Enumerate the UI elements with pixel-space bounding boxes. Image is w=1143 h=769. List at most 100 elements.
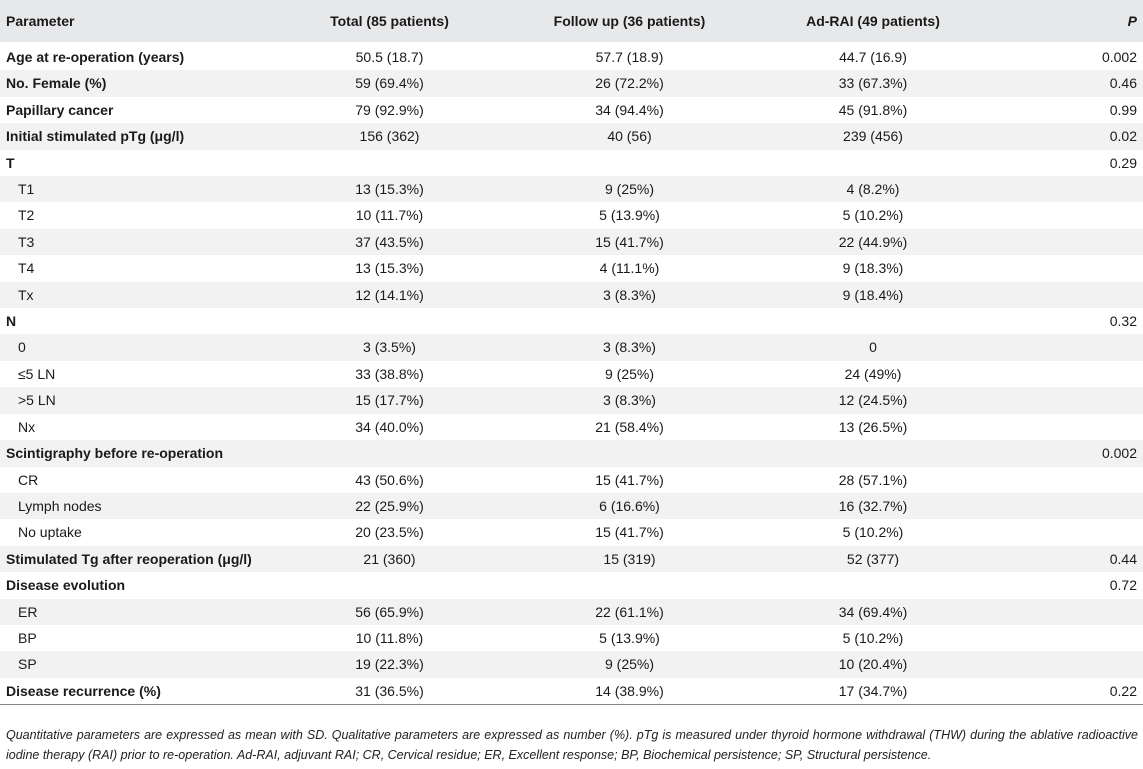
header-row: Parameter Total (85 patients) Follow up … xyxy=(0,0,1143,42)
row-label: T3 xyxy=(18,233,35,250)
cell-follow-up: 9 (25%) xyxy=(604,181,655,198)
row-label: N xyxy=(6,313,17,330)
cell-total: 59 (69.4%) xyxy=(355,75,424,92)
table-row: Age at re-operation (years) 50.5 (18.7) … xyxy=(0,42,1143,70)
cell-p xyxy=(998,519,1143,545)
header-ad-rai: Ad-RAI (49 patients) xyxy=(806,13,940,29)
cell-total xyxy=(268,150,511,176)
cell-ad-rai: 10 (20.4%) xyxy=(838,656,908,673)
table-row: BP 10 (11.8%) 5 (13.9%) 5 (10.2%) xyxy=(0,625,1143,651)
cell-p: 0.32 xyxy=(1109,313,1137,330)
table-row: Lymph nodes 22 (25.9%) 6 (16.6%) 16 (32.… xyxy=(0,492,1143,520)
row-label: SP xyxy=(18,656,37,673)
results-table: Parameter Total (85 patients) Follow up … xyxy=(0,0,1143,706)
row-label: Stimulated Tg after reoperation (μg/l) xyxy=(6,550,252,567)
cell-total xyxy=(268,308,511,334)
table-row: No uptake 20 (23.5%) 15 (41.7%) 5 (10.2%… xyxy=(0,519,1143,545)
cell-follow-up: 15 (41.7%) xyxy=(595,471,664,488)
table-row: No. Female (%) 59 (69.4%) 26 (72.2%) 33 … xyxy=(0,70,1143,97)
cell-ad-rai: 0 xyxy=(869,339,877,356)
cell-ad-rai xyxy=(748,572,998,598)
cell-p xyxy=(998,202,1143,228)
row-label: Disease recurrence (%) xyxy=(0,677,268,706)
cell-ad-rai: 9 (18.4%) xyxy=(842,286,904,303)
cell-total: 34 (40.0%) xyxy=(355,418,424,435)
header-follow-up: Follow up (36 patients) xyxy=(553,13,706,29)
row-label: Initial stimulated pTg (μg/l) xyxy=(6,128,185,145)
cell-total: 13 (15.3%) xyxy=(355,260,424,277)
table-row: Initial stimulated pTg (μg/l) 156 (362) … xyxy=(0,123,1143,150)
cell-total: 20 (23.5%) xyxy=(355,524,424,541)
cell-ad-rai: 16 (32.7%) xyxy=(838,497,908,514)
cell-total: 21 (360) xyxy=(363,550,416,567)
cell-follow-up: 4 (11.1%) xyxy=(599,260,660,277)
cell-follow-up: 6 (16.6%) xyxy=(599,497,660,514)
cell-total: 12 (14.1%) xyxy=(355,286,424,303)
cell-total: 10 (11.7%) xyxy=(355,207,424,224)
row-label: ER xyxy=(18,603,38,620)
cell-follow-up: 3 (8.3%) xyxy=(603,392,656,409)
cell-ad-rai: 44.7 (16.9) xyxy=(839,49,907,65)
cell-total: 3 (3.5%) xyxy=(363,339,416,356)
table-row: CR 43 (50.6%) 15 (41.7%) 28 (57.1%) xyxy=(0,467,1143,493)
cell-total: 22 (25.9%) xyxy=(355,497,424,514)
table-footnote: Quantitative parameters are expressed as… xyxy=(6,728,1138,762)
cell-total: 50.5 (18.7) xyxy=(355,49,424,65)
cell-total: 33 (38.8%) xyxy=(355,365,424,382)
table-row: 0 3 (3.5%) 3 (8.3%) 0 xyxy=(0,334,1143,361)
cell-p xyxy=(998,493,1143,519)
cell-ad-rai: 24 (49%) xyxy=(844,365,902,382)
cell-ad-rai: 13 (26.5%) xyxy=(838,418,908,435)
cell-p: 0.99 xyxy=(1109,101,1137,118)
cell-ad-rai: 34 (69.4%) xyxy=(838,603,908,620)
cell-p xyxy=(998,255,1143,281)
cell-ad-rai: 17 (34.7%) xyxy=(748,677,998,706)
cell-ad-rai: 52 (377) xyxy=(846,550,900,567)
table-row: T3 37 (43.5%) 15 (41.7%) 22 (44.9%) xyxy=(0,228,1143,256)
row-label: T xyxy=(6,154,15,171)
cell-total: 10 (11.8%) xyxy=(355,629,424,646)
row-label: T2 xyxy=(18,207,35,224)
cell-total: 56 (65.9%) xyxy=(355,603,424,620)
row-label: Lymph nodes xyxy=(18,497,102,514)
header-total: Total (85 patients) xyxy=(330,13,449,29)
table-row: Stimulated Tg after reoperation (μg/l) 2… xyxy=(0,545,1143,573)
table-row: Scintigraphy before re-operation 0.002 xyxy=(0,440,1143,467)
cell-total: 13 (15.3%) xyxy=(355,181,424,198)
table-row: T4 13 (15.3%) 4 (11.1%) 9 (18.3%) xyxy=(0,255,1143,281)
cell-p: 0.002 xyxy=(1101,49,1137,65)
cell-ad-rai: 4 (8.2%) xyxy=(846,181,900,198)
cell-follow-up: 40 (56) xyxy=(607,128,652,145)
cell-p xyxy=(998,625,1143,651)
cell-ad-rai: 45 (91.8%) xyxy=(838,101,908,118)
cell-total: 37 (43.5%) xyxy=(355,233,424,250)
cell-ad-rai: 5 (10.2%) xyxy=(842,629,904,646)
row-label: ≤5 LN xyxy=(18,365,56,382)
table-row: T1 13 (15.3%) 9 (25%) 4 (8.2%) xyxy=(0,176,1143,203)
table-row: ER 56 (65.9%) 22 (61.1%) 34 (69.4%) xyxy=(0,598,1143,625)
cell-p xyxy=(998,599,1143,625)
header-p: P xyxy=(1127,13,1137,29)
cell-ad-rai: 22 (44.9%) xyxy=(838,233,908,250)
cell-ad-rai: 33 (67.3%) xyxy=(838,75,908,92)
cell-ad-rai: 28 (57.1%) xyxy=(838,471,908,488)
cell-follow-up: 5 (13.9%) xyxy=(599,207,660,224)
row-label: T4 xyxy=(18,260,35,277)
cell-ad-rai: 9 (18.3%) xyxy=(842,260,904,277)
cell-follow-up: 15 (319) xyxy=(603,550,656,567)
cell-p xyxy=(998,414,1143,440)
cell-follow-up: 15 (41.7%) xyxy=(595,524,664,541)
cell-total: 156 (362) xyxy=(359,128,420,145)
cell-p xyxy=(998,387,1143,413)
row-label: Tx xyxy=(18,286,34,303)
table-row: Papillary cancer 79 (92.9%) 34 (94.4%) 4… xyxy=(0,97,1143,123)
cell-ad-rai xyxy=(748,308,998,334)
cell-p xyxy=(998,361,1143,387)
row-label: Nx xyxy=(18,418,36,435)
cell-ad-rai xyxy=(748,150,998,176)
cell-p xyxy=(998,334,1143,360)
cell-follow-up: 26 (72.2%) xyxy=(595,75,664,92)
row-label: Scintigraphy before re-operation xyxy=(6,445,224,462)
cell-total: 19 (22.3%) xyxy=(355,656,424,673)
cell-total: 43 (50.6%) xyxy=(355,471,424,488)
